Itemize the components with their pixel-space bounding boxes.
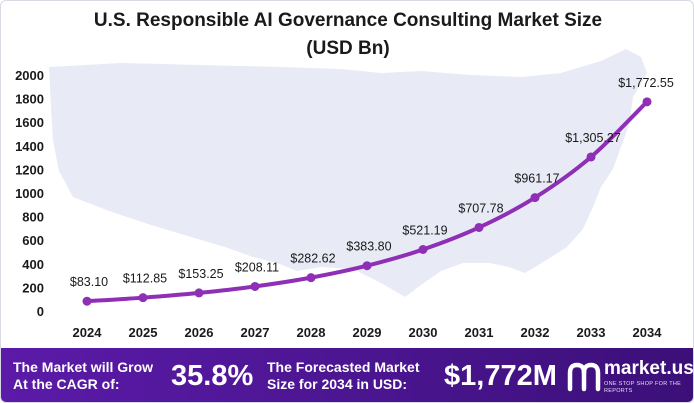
title-line-2: (USD Bn) — [306, 38, 390, 59]
data-label: $208.11 — [235, 260, 279, 274]
data-point — [306, 273, 316, 283]
chart-title: U.S. Responsible AI Governance Consultin… — [1, 7, 693, 63]
data-point — [530, 193, 540, 203]
footer-banner: The Market will Grow At the CAGR of: 35.… — [1, 348, 694, 402]
data-point — [138, 293, 148, 303]
data-label: $153.25 — [178, 267, 223, 281]
data-point — [250, 281, 260, 291]
data-point — [474, 222, 484, 232]
x-tick-label: 2025 — [129, 325, 158, 340]
y-tick-label: 1800 — [15, 92, 44, 107]
data-label: $707.78 — [458, 201, 503, 215]
data-label: $383.80 — [346, 240, 391, 254]
forecast-value: $1,772M — [444, 360, 557, 392]
x-tick-label: 2026 — [185, 325, 214, 340]
title-line-1: U.S. Responsible AI Governance Consultin… — [93, 10, 603, 31]
data-point — [82, 296, 92, 306]
data-point — [586, 152, 596, 162]
x-tick-label: 2027 — [241, 325, 270, 340]
data-label: $1,772.55 — [618, 76, 674, 90]
data-point — [362, 261, 372, 271]
us-map-background — [49, 49, 647, 297]
y-tick-label: 800 — [22, 210, 44, 225]
forecast-caption: The Forecasted Market Size for 2034 in U… — [267, 359, 420, 393]
y-tick-label: 1000 — [15, 186, 44, 201]
data-label: $521.19 — [402, 223, 447, 237]
y-tick-label: 2000 — [15, 68, 44, 83]
data-point — [642, 97, 652, 107]
data-label: $282.62 — [290, 252, 335, 266]
y-tick-label: 1200 — [15, 162, 44, 177]
cagr-caption-line-1: The Market will Grow — [13, 359, 154, 375]
x-tick-label: 2029 — [353, 325, 382, 340]
data-label: $961.17 — [514, 172, 559, 186]
data-label: $112.85 — [123, 272, 167, 286]
y-tick-label: 1400 — [15, 139, 44, 154]
y-tick-label: 0 — [37, 304, 44, 319]
x-tick-label: 2033 — [577, 325, 606, 340]
y-tick-label: 600 — [22, 233, 44, 248]
y-tick-label: 400 — [22, 257, 44, 272]
y-tick-label: 200 — [22, 280, 44, 295]
y-tick-label: 1600 — [15, 115, 44, 130]
x-tick-label: 2032 — [521, 325, 550, 340]
market-us-logo-icon — [567, 362, 601, 392]
logo-text: market.us — [604, 358, 694, 379]
data-point — [418, 244, 428, 254]
forecast-caption-line-2: Size for 2034 in USD: — [267, 376, 408, 392]
data-label: $1,305.27 — [565, 131, 621, 145]
data-point — [194, 288, 204, 298]
cagr-caption: The Market will Grow At the CAGR of: — [13, 359, 153, 393]
cagr-value: 35.8% — [171, 360, 254, 392]
x-tick-label: 2024 — [73, 325, 103, 340]
cagr-caption-line-2: At the CAGR of: — [13, 376, 120, 392]
x-tick-label: 2030 — [409, 325, 438, 340]
data-label: $83.10 — [70, 275, 108, 289]
x-tick-label: 2028 — [297, 325, 326, 340]
x-tick-label: 2034 — [633, 325, 663, 340]
logo-tagline: ONE STOP SHOP FOR THE REPORTS — [604, 381, 682, 394]
line-chart: 0 200 400 600 800 1000 1200 1400 1600 1800 2000 20… — [15, 49, 674, 340]
forecast-caption-line-1: The Forecasted Market — [267, 359, 420, 375]
x-tick-label: 2031 — [465, 325, 494, 340]
